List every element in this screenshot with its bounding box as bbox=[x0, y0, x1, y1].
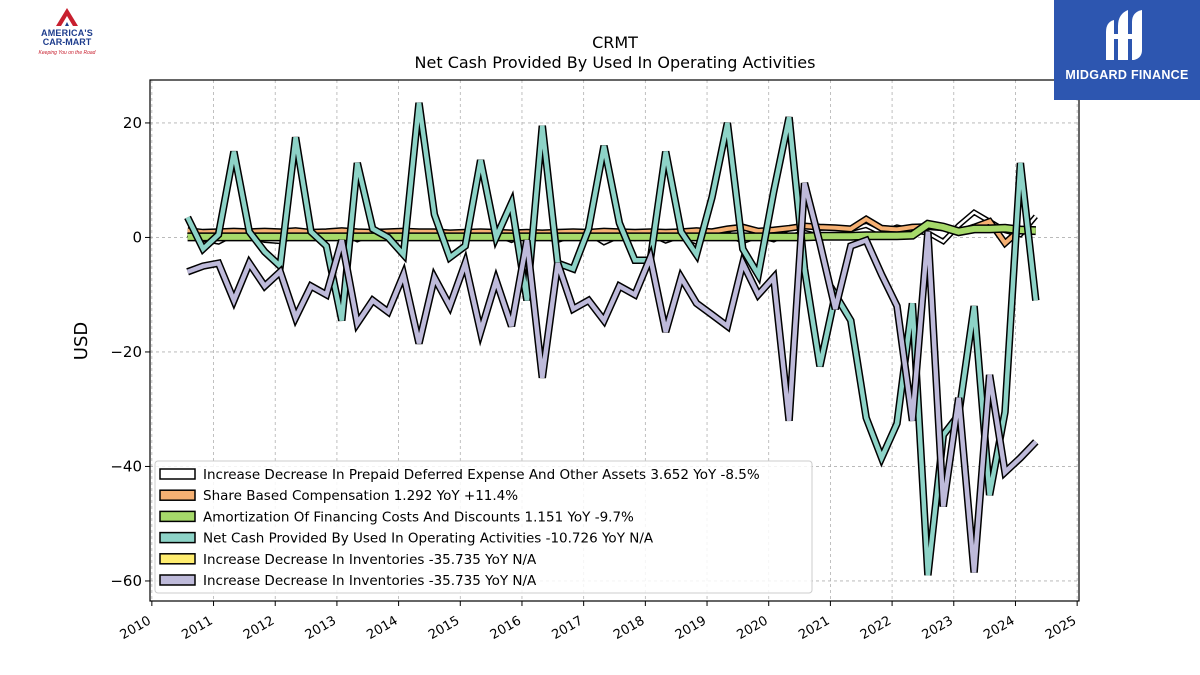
x-tick-label: 2019 bbox=[673, 613, 709, 643]
x-tick-label: 2017 bbox=[549, 613, 585, 643]
x-tick-label: 2013 bbox=[303, 613, 339, 643]
midgard-finance-wordmark: MIDGARD FINANCE bbox=[1065, 68, 1189, 82]
midgard-emblem-icon bbox=[1106, 10, 1142, 60]
x-tick-label: 2024 bbox=[981, 613, 1017, 643]
y-tick-label: −20 bbox=[110, 343, 142, 361]
series-line-2 bbox=[187, 221, 1036, 240]
logo-line-2: CAR-MART bbox=[42, 37, 92, 47]
x-tick-label: 2025 bbox=[1043, 613, 1079, 643]
x-axis-ticks: 2010 2011 2012 2013 2014 2015 2016 2017 2018 2019… bbox=[118, 601, 1079, 643]
logo-line-1: AMERICA'S bbox=[41, 28, 93, 38]
chart-subtitle: Net Cash Provided By Used In Operating A… bbox=[415, 53, 816, 72]
x-tick-label: 2021 bbox=[796, 613, 832, 643]
x-tick-label: 2022 bbox=[858, 613, 894, 643]
legend-swatch-4 bbox=[159, 553, 196, 565]
legend-swatch-0 bbox=[159, 468, 196, 480]
series-line-3 bbox=[185, 102, 1039, 576]
legend-swatch-2 bbox=[159, 510, 196, 523]
series-lines bbox=[184, 102, 1040, 576]
series-line-1 bbox=[187, 216, 1036, 247]
x-tick-label: 2014 bbox=[364, 613, 400, 643]
legend-box bbox=[154, 460, 813, 594]
y-tick-label: −40 bbox=[110, 457, 142, 475]
legend-entry-1: Share Based Compensation 1.292 YoY +11.4… bbox=[203, 488, 518, 504]
chart-title: CRMT bbox=[592, 33, 638, 52]
y-axis-label: USD bbox=[71, 322, 92, 360]
x-tick-label: 2010 bbox=[118, 613, 154, 643]
y-axis-ticks: 20 0 −20 −40 −60 bbox=[110, 114, 150, 590]
logo-tagline: Keeping You on the Road bbox=[38, 50, 96, 56]
x-tick-label: 2018 bbox=[611, 613, 647, 643]
legend-entry-4: Increase Decrease In Inventories -35.735… bbox=[203, 552, 537, 568]
americas-car-mart-logo: AMERICA'S CAR-MART Keeping You on the Ro… bbox=[22, 6, 112, 58]
plot-frame bbox=[149, 79, 1080, 602]
x-tick-label: 2015 bbox=[426, 613, 462, 643]
legend-entry-5: Increase Decrease In Inventories -35.735… bbox=[203, 573, 537, 589]
legend: Increase Decrease In Prepaid Deferred Ex… bbox=[154, 460, 813, 594]
car-mart-emblem-icon bbox=[56, 8, 78, 26]
y-tick-label: −60 bbox=[110, 572, 142, 590]
legend-swatch-5 bbox=[159, 574, 196, 586]
legend-swatch-1 bbox=[159, 489, 196, 501]
y-tick-label: 20 bbox=[123, 114, 142, 132]
midgard-finance-logo: MIDGARD FINANCE bbox=[1054, 0, 1200, 100]
legend-entry-2: Amortization Of Financing Costs And Disc… bbox=[203, 509, 634, 525]
legend-entry-3: Net Cash Provided By Used In Operating A… bbox=[203, 531, 654, 547]
x-tick-label: 2012 bbox=[241, 613, 277, 643]
x-tick-label: 2023 bbox=[920, 613, 956, 643]
y-tick-label: 0 bbox=[132, 228, 142, 246]
legend-entry-0: Increase Decrease In Prepaid Deferred Ex… bbox=[203, 467, 760, 483]
series-line-5 bbox=[186, 182, 1038, 573]
x-tick-label: 2020 bbox=[735, 613, 771, 643]
legend-swatch-3 bbox=[159, 531, 196, 544]
x-tick-label: 2016 bbox=[488, 613, 524, 643]
x-tick-label: 2011 bbox=[179, 613, 215, 643]
